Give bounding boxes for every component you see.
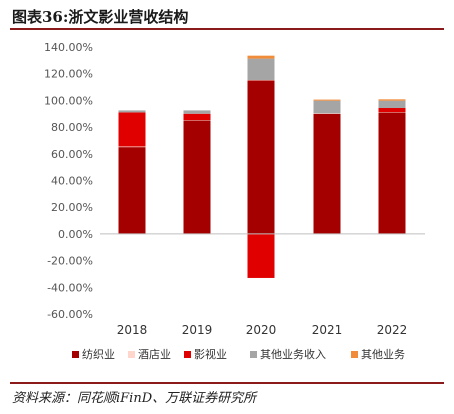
bar-segments	[118, 55, 406, 278]
bar-segment-2022-5	[378, 99, 406, 101]
bar-segment-2018-4	[118, 110, 146, 113]
bar-segment-2022-1	[378, 112, 406, 234]
legend-label: 酒店业	[138, 347, 171, 361]
bar-segment-2021-5	[313, 99, 341, 101]
x-tick-label: 2021	[312, 323, 343, 337]
legend-label: 影视业	[194, 347, 227, 361]
revenue-structure-chart: 140.00% 120.00% 100.00% 80.00% 60.00% 40.00% 2…	[44, 41, 425, 361]
y-tick-label: 140.00%	[44, 41, 93, 54]
bar-segment-2020-4	[247, 58, 275, 80]
source-divider	[10, 382, 444, 384]
legend-swatch	[250, 351, 257, 358]
y-tick-label: 0.00%	[58, 228, 93, 241]
y-tick-label: -60.00%	[47, 308, 93, 321]
figure-title: 图表36:浙文影业营收结构	[12, 8, 189, 26]
y-tick-label: 80.00%	[51, 121, 93, 134]
legend-swatch	[72, 351, 79, 358]
title-divider	[10, 28, 444, 30]
bar-segment-2020-3	[247, 233, 275, 278]
bar-segment-2018-1	[118, 147, 146, 234]
bar-segment-2021-4	[313, 100, 341, 114]
bar-segment-2018-3	[118, 112, 146, 147]
legend-swatch	[184, 351, 191, 358]
legend: 纺织业 酒店业 影视业 其他业务收入 其他业务	[72, 347, 405, 361]
y-tick-label: -20.00%	[47, 255, 93, 268]
legend-label: 其他业务收入	[260, 347, 326, 361]
bar-segment-2019-4	[183, 110, 211, 114]
bar-segment-2019-2	[183, 120, 211, 121]
bar-segment-2019-1	[183, 120, 211, 234]
legend-label: 纺织业	[82, 347, 115, 361]
bar-segment-2022-2	[378, 112, 406, 113]
x-axis-labels: 2018 2019 2020 2021 2022	[117, 323, 408, 337]
y-tick-label: 40.00%	[51, 175, 93, 188]
y-axis-labels: 140.00% 120.00% 100.00% 80.00% 60.00% 40.00% 2…	[44, 41, 93, 321]
y-tick-label: 100.00%	[44, 94, 93, 107]
x-tick-label: 2018	[117, 323, 148, 337]
y-tick-label: 20.00%	[51, 201, 93, 214]
x-tick-label: 2020	[246, 323, 277, 337]
bar-segment-2020-1	[247, 80, 275, 234]
source-note: 资料来源：同花顺iFinD、万联证券研究所	[12, 391, 257, 406]
y-tick-label: 60.00%	[51, 148, 93, 161]
legend-swatch	[351, 351, 358, 358]
x-tick-label: 2019	[182, 323, 213, 337]
bar-segment-2022-3	[378, 108, 406, 113]
bar-segment-2020-5	[247, 55, 275, 59]
y-tick-label: -40.00%	[47, 281, 93, 294]
y-tick-label: 120.00%	[44, 68, 93, 81]
bar-segment-2021-1	[313, 113, 341, 234]
bar-segment-2022-4	[378, 100, 406, 109]
bar-segment-2021-2	[313, 113, 341, 114]
legend-swatch	[128, 351, 135, 358]
bar-segment-2018-2	[118, 146, 146, 148]
x-tick-label: 2022	[377, 323, 408, 337]
bar-segment-2020-2	[247, 79, 275, 81]
bar-segment-2019-3	[183, 113, 211, 121]
legend-label: 其他业务	[361, 348, 405, 361]
